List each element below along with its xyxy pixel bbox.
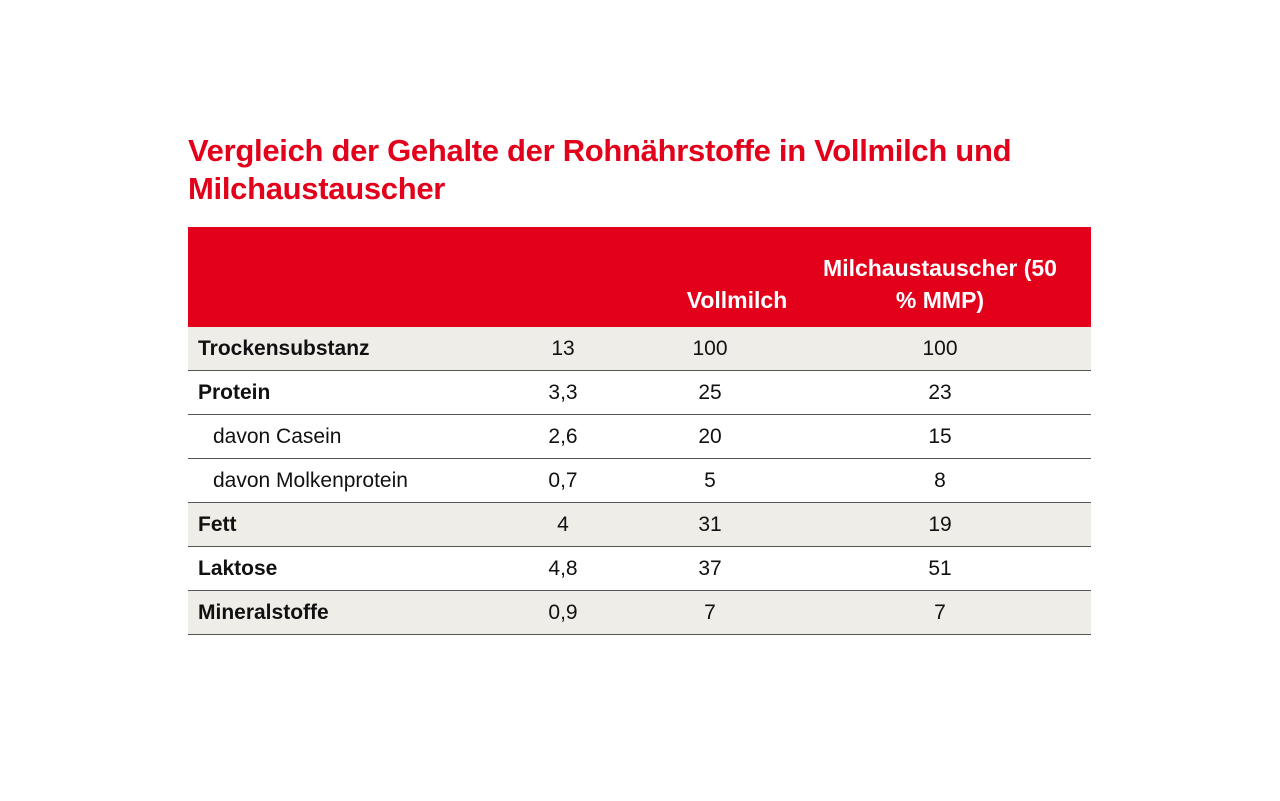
table-row: Trockensubstanz 13 100 100 xyxy=(188,327,1091,371)
title: Vergleich der Gehalte der Rohnährstoffe … xyxy=(188,133,1012,206)
table-cell: 4,8 xyxy=(548,557,578,580)
row-label: davon Casein xyxy=(213,425,342,448)
table-cell: 20 xyxy=(698,425,722,448)
table-cell: 23 xyxy=(928,381,952,404)
header-cell: Vollmilch xyxy=(686,287,788,313)
row-label: Protein xyxy=(198,381,271,404)
table-cell: 8 xyxy=(934,469,946,492)
table-cell: 37 xyxy=(698,557,722,580)
table-cell: 5 xyxy=(704,469,716,492)
row-label: Laktose xyxy=(198,557,278,580)
row-label: Fett xyxy=(198,513,237,536)
table-cell: 3,3 xyxy=(548,381,578,404)
table-header: Vollmilch Milchaustauscher (50 % MMP) xyxy=(188,227,1091,327)
row-label: Mineralstoffe xyxy=(198,601,329,624)
table-row: davon Molkenprotein 0,7 5 8 xyxy=(188,459,1091,503)
table-cell: 0,7 xyxy=(548,469,578,492)
table-cell: 51 xyxy=(928,557,952,580)
table-cell: 19 xyxy=(928,513,952,536)
table-cell: 2,6 xyxy=(548,425,578,448)
table-row: Laktose 4,8 37 51 xyxy=(188,547,1091,591)
table-row: Protein 3,3 25 23 xyxy=(188,371,1091,415)
table-cell: 15 xyxy=(928,425,952,448)
table-row: Mineralstoffe 0,9 7 7 xyxy=(188,591,1091,635)
table-cell: 4 xyxy=(557,513,569,536)
table-cell: 100 xyxy=(922,337,958,360)
table-cell: 31 xyxy=(698,513,722,536)
table-cell: 13 xyxy=(551,337,575,360)
row-label: Trockensubstanz xyxy=(198,337,370,360)
table-cell: 100 xyxy=(692,337,728,360)
header-cell: Milchaustauscher (50 % MMP) xyxy=(823,255,1057,313)
table-row: Fett 4 31 19 xyxy=(188,503,1091,547)
table-cell: 25 xyxy=(698,381,722,404)
table-row: davon Casein 2,6 20 15 xyxy=(188,415,1091,459)
row-label: davon Molkenprotein xyxy=(213,469,408,492)
table-cell: 0,9 xyxy=(548,601,578,624)
table-cell: 7 xyxy=(704,601,716,624)
table-cell: 7 xyxy=(934,601,946,624)
